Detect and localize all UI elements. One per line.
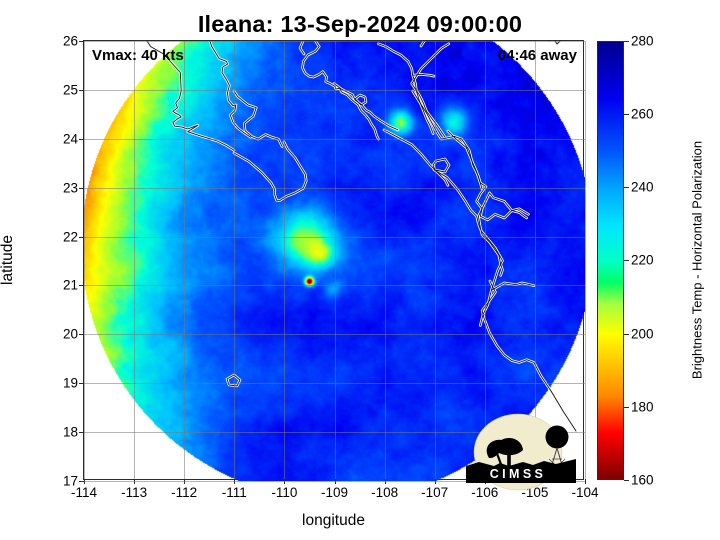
svg-text:CIMSS: CIMSS [490,467,547,481]
